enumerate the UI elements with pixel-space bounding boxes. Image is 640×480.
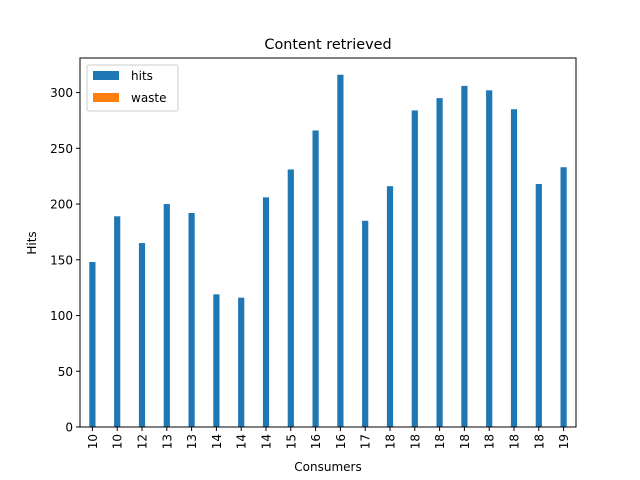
y-tick-label: 0 bbox=[65, 421, 73, 435]
x-tick-label: 18 bbox=[433, 434, 447, 449]
x-tick-label: 19 bbox=[557, 434, 571, 449]
x-tick-label: 14 bbox=[235, 434, 249, 449]
x-tick-label: 12 bbox=[136, 434, 150, 449]
x-tick-label: 16 bbox=[309, 434, 323, 449]
y-axis: 0 50 100 150 200 250 300 bbox=[50, 86, 80, 435]
bar-hits bbox=[238, 297, 245, 427]
x-axis-label: Consumers bbox=[294, 460, 361, 474]
y-tick-label: 50 bbox=[58, 365, 73, 379]
y-tick-label: 100 bbox=[50, 309, 73, 323]
bar-hits bbox=[163, 204, 170, 427]
y-tick-label: 300 bbox=[50, 86, 73, 100]
bar-hits bbox=[337, 74, 344, 427]
bar-hits bbox=[138, 243, 146, 427]
x-tick-label: 18 bbox=[458, 434, 472, 449]
bar-hits bbox=[535, 183, 542, 427]
bar-hits bbox=[213, 294, 220, 427]
legend-label-waste: waste bbox=[131, 91, 167, 105]
bar-hits bbox=[386, 186, 394, 427]
y-tick-label: 150 bbox=[50, 253, 73, 267]
x-tick-label: 13 bbox=[160, 434, 174, 449]
bar-hits bbox=[560, 167, 567, 427]
x-tick-label: 10 bbox=[86, 434, 100, 449]
x-tick-label: 18 bbox=[508, 434, 522, 449]
x-tick-label: 14 bbox=[210, 434, 224, 449]
bar-hits bbox=[411, 110, 418, 428]
legend-swatch-hits bbox=[93, 71, 119, 80]
x-tick-label: 13 bbox=[185, 434, 199, 449]
bar-hits bbox=[188, 212, 195, 427]
x-tick-label: 16 bbox=[334, 434, 348, 449]
bar-hits bbox=[89, 262, 96, 427]
y-axis-label: Hits bbox=[25, 231, 39, 254]
x-tick-label: 18 bbox=[532, 434, 546, 449]
x-tick-label: 10 bbox=[111, 434, 125, 449]
bar-hits bbox=[436, 98, 443, 427]
bar-hits bbox=[262, 197, 270, 427]
x-tick-label: 15 bbox=[284, 434, 298, 449]
x-tick-label: 17 bbox=[359, 434, 373, 449]
bar-hits bbox=[287, 169, 294, 428]
x-tick-label: 18 bbox=[483, 434, 497, 449]
legend-label-hits: hits bbox=[131, 69, 153, 83]
legend-swatch-waste bbox=[93, 93, 119, 102]
bar-hits bbox=[510, 109, 518, 427]
bar-hits bbox=[362, 220, 369, 427]
y-tick-label: 200 bbox=[50, 198, 73, 212]
x-axis: 10 10 12 13 13 14 14 14 15 16 16 17 18 18 18 18 18 18 18 19 bbox=[86, 427, 571, 449]
x-tick-label: 18 bbox=[408, 434, 422, 449]
plot-frame bbox=[79, 57, 577, 428]
x-tick-label: 14 bbox=[260, 434, 274, 449]
chart-title: Content retrieved bbox=[264, 37, 391, 53]
y-tick-label: 250 bbox=[50, 142, 73, 156]
bar-hits bbox=[486, 90, 493, 427]
bars-group bbox=[89, 74, 567, 428]
bar-hits bbox=[114, 216, 121, 427]
legend: hits waste bbox=[86, 64, 179, 112]
bar-hits bbox=[312, 130, 319, 427]
x-tick-label: 18 bbox=[384, 434, 398, 449]
bar-hits bbox=[461, 85, 468, 428]
